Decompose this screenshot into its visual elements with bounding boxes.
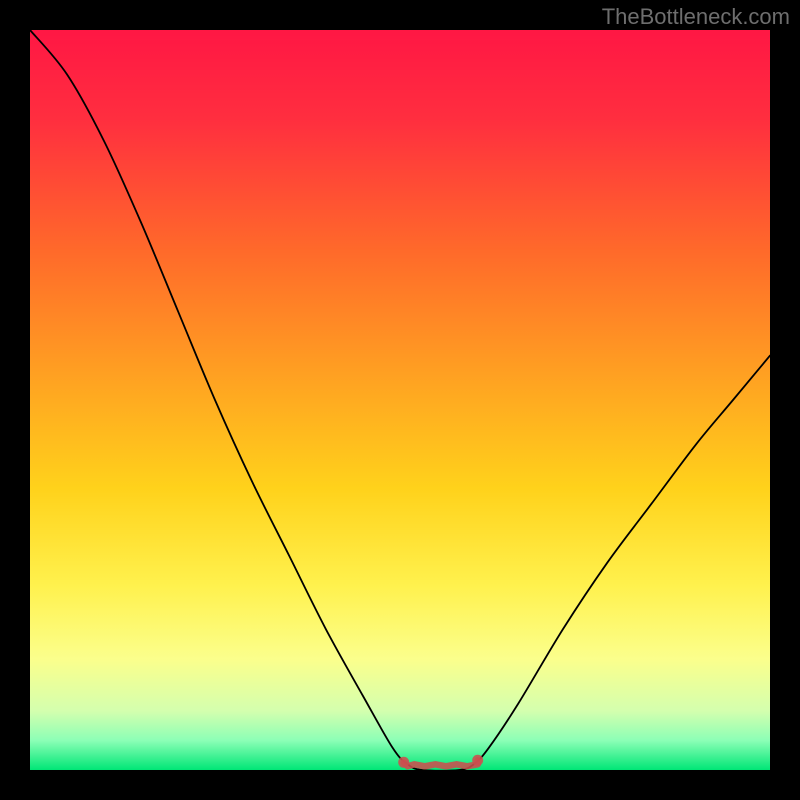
bottleneck-chart — [0, 0, 800, 800]
watermark-text: TheBottleneck.com — [602, 4, 790, 30]
frame-left — [0, 0, 30, 800]
chart-container: TheBottleneck.com — [0, 0, 800, 800]
bottom-marker-dot-end — [472, 755, 483, 766]
frame-bottom — [0, 770, 800, 800]
gradient-plot-area — [30, 30, 770, 770]
bottom-marker-dot-start — [398, 757, 409, 768]
frame-right — [770, 0, 800, 800]
